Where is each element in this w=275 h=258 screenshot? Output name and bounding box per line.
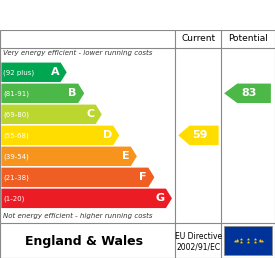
Text: (1-20): (1-20) [3,195,25,201]
Text: (21-38): (21-38) [3,174,29,181]
Text: Current: Current [181,34,216,43]
Text: Not energy efficient - higher running costs: Not energy efficient - higher running co… [3,213,152,219]
Text: F: F [139,172,147,182]
Text: A: A [51,67,59,77]
Polygon shape [1,104,102,124]
Polygon shape [1,62,67,82]
Polygon shape [1,126,119,145]
Text: Energy Efficiency Rating: Energy Efficiency Rating [8,9,192,22]
Polygon shape [1,189,172,208]
Text: D: D [103,130,112,140]
Text: (92 plus): (92 plus) [3,69,34,76]
Text: (69-80): (69-80) [3,111,29,118]
Text: 2002/91/EC: 2002/91/EC [176,242,221,251]
Text: (55-68): (55-68) [3,132,29,139]
Text: Potential: Potential [228,34,268,43]
Text: Very energy efficient - lower running costs: Very energy efficient - lower running co… [3,50,152,56]
Text: G: G [155,193,164,203]
FancyBboxPatch shape [224,226,272,255]
Text: 59: 59 [192,130,208,140]
Polygon shape [1,168,154,187]
Polygon shape [224,84,271,103]
Text: EU Directive: EU Directive [175,232,222,241]
Text: E: E [122,151,130,161]
Text: B: B [68,88,77,98]
Text: (81-91): (81-91) [3,90,29,96]
Text: 83: 83 [242,88,257,98]
Text: England & Wales: England & Wales [25,235,143,248]
Polygon shape [1,84,84,103]
Polygon shape [1,147,137,166]
Text: (39-54): (39-54) [3,153,29,160]
Polygon shape [178,126,219,145]
Text: C: C [86,109,94,119]
